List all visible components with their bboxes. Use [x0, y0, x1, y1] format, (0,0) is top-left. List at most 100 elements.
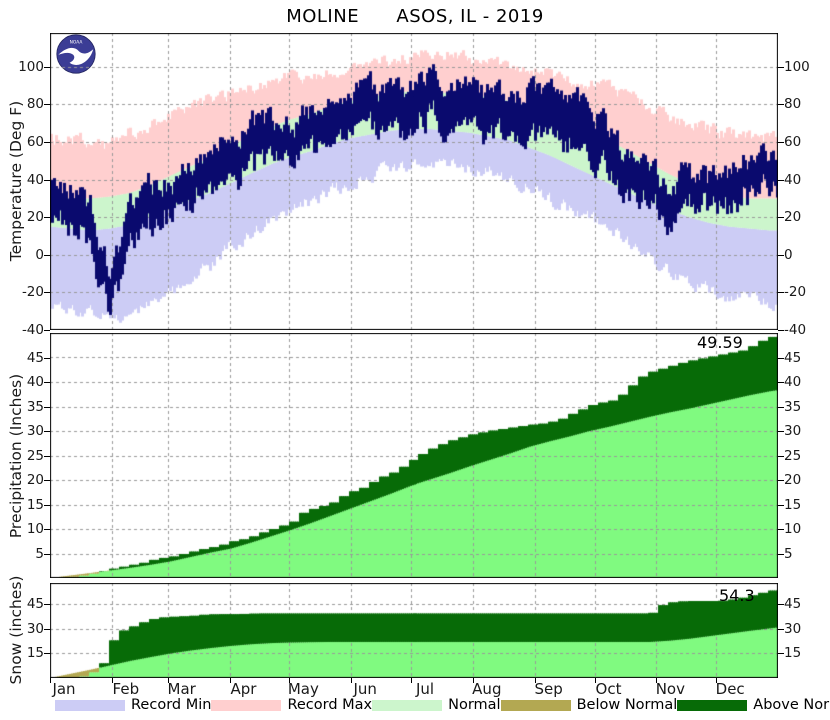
tick-mark — [778, 292, 784, 294]
x-tick-label: Feb — [112, 680, 140, 698]
legend-label-below-normal: Below Normal — [576, 697, 678, 713]
y-tick-label: -40 — [784, 322, 807, 338]
legend-label-normal: Normal — [448, 697, 501, 713]
y-tick-label: 100 — [18, 58, 44, 75]
y-tick-label: 20 — [26, 472, 44, 488]
y-tick-label: 15 — [26, 645, 44, 662]
tick-mark — [44, 480, 50, 481]
y-tick-label: 20 — [26, 209, 44, 226]
tick-mark — [44, 357, 50, 359]
y-tick-label: 40 — [26, 374, 44, 390]
x-tick-label: Dec — [715, 680, 745, 698]
y-tick-label: 60 — [784, 134, 802, 151]
x-tick-label: Aug — [472, 680, 502, 698]
tick-mark — [778, 431, 784, 432]
tick-mark — [778, 142, 784, 144]
legend-swatch-below-normal — [500, 699, 571, 711]
y-tick-label: -20 — [21, 284, 44, 301]
x-tick-label: Sep — [534, 680, 563, 698]
x-tick-label: Jul — [415, 680, 435, 698]
tick-mark — [778, 604, 784, 606]
y-tick-label: 15 — [784, 496, 802, 513]
y-tick-label: 25 — [26, 447, 44, 464]
tick-mark — [778, 104, 784, 106]
tick-mark — [44, 653, 50, 655]
y-tick-label: 10 — [784, 521, 802, 537]
y-tick-label: 45 — [784, 596, 802, 613]
x-tick-label: Nov — [655, 680, 685, 698]
y-tick-label: 40 — [26, 171, 44, 188]
x-tick-label: Oct — [595, 680, 622, 698]
tick-mark — [44, 330, 50, 331]
legend-item-record-min: Record Min — [55, 697, 211, 713]
x-tick-label: Jun — [353, 680, 377, 698]
tick-mark — [778, 628, 784, 630]
tick-mark — [289, 678, 291, 683]
tick-mark — [656, 678, 658, 683]
tick-mark — [778, 553, 784, 555]
legend-label-above-normal: Above Normal — [753, 697, 830, 713]
legend-swatch-above-normal — [677, 699, 748, 711]
tick-mark — [44, 142, 50, 144]
y-tick-label: 80 — [784, 96, 802, 113]
tick-mark — [778, 254, 784, 256]
tick-mark — [778, 179, 784, 181]
tick-mark — [778, 406, 784, 408]
y-tick-label: 25 — [784, 447, 802, 464]
tick-mark — [778, 66, 784, 68]
legend-label-record-max: Record Max — [287, 697, 373, 713]
tick-mark — [716, 678, 718, 683]
tick-mark — [50, 678, 51, 683]
y-tick-label: 35 — [26, 398, 44, 415]
tick-mark — [44, 292, 50, 294]
temperature-plot — [50, 33, 778, 330]
tick-mark — [229, 678, 231, 683]
y-tick-label: 15 — [784, 645, 802, 662]
tick-mark — [411, 678, 412, 683]
y-tick-label: 30 — [26, 620, 44, 637]
tick-mark — [778, 330, 784, 331]
y-tick-label: 30 — [784, 423, 802, 439]
tick-mark — [44, 553, 50, 555]
y-tick-label: 5 — [784, 545, 793, 562]
tick-mark — [44, 217, 50, 219]
y-tick-label: 45 — [26, 349, 44, 366]
tick-mark — [44, 254, 50, 256]
tick-mark — [778, 480, 784, 481]
legend-item-record-max: Record Max — [211, 697, 372, 713]
tick-mark — [44, 455, 50, 457]
y-tick-label: 0 — [35, 246, 44, 263]
legend-label-record-min: Record Min — [131, 697, 212, 713]
tick-mark — [472, 678, 474, 683]
y-tick-label: -40 — [21, 322, 44, 338]
tick-mark — [778, 455, 784, 457]
x-tick-label: Jan — [52, 680, 76, 698]
y-tick-label: 30 — [26, 423, 44, 439]
y-tick-label: 30 — [784, 620, 802, 637]
y-tick-label: 35 — [784, 398, 802, 415]
tick-mark — [44, 431, 50, 432]
tick-mark — [778, 382, 784, 383]
y-tick-label: 5 — [35, 545, 44, 562]
y-tick-label: 45 — [784, 349, 802, 366]
tick-mark — [778, 357, 784, 359]
y-tick-label: 15 — [26, 496, 44, 513]
x-tick-label: May — [287, 680, 319, 698]
y-tick-label: 45 — [26, 596, 44, 613]
y-tick-label: 20 — [784, 472, 802, 488]
tick-mark — [44, 529, 50, 530]
tick-mark — [44, 179, 50, 181]
legend: Record Min Record Max Normal Below Norma… — [55, 697, 830, 713]
snow-total-label: 54.3 — [719, 586, 755, 605]
legend-swatch-record-min — [55, 699, 125, 711]
tick-mark — [44, 104, 50, 106]
tick-mark — [351, 678, 353, 683]
chart-title: MOLINE ASOS, IL - 2019 — [286, 6, 544, 27]
legend-item-normal: Normal — [372, 697, 501, 713]
legend-item-below-normal: Below Normal — [500, 697, 678, 713]
legend-item-above-normal: Above Normal — [677, 697, 830, 713]
precipitation-plot — [50, 333, 778, 578]
y-tick-label: 60 — [26, 134, 44, 151]
precip-total-label: 49.59 — [697, 333, 743, 352]
